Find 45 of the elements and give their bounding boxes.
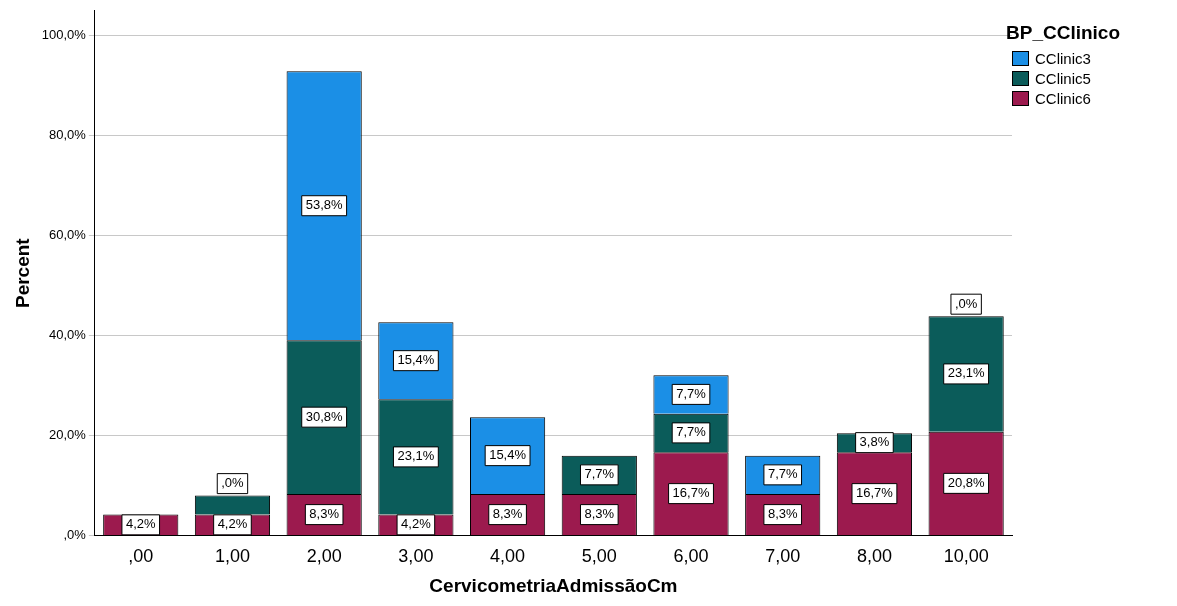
data-label: 8,3% <box>309 506 340 522</box>
data-label: 23,1% <box>947 365 986 381</box>
data-label: 7,7% <box>676 424 707 440</box>
data-label: ,0% <box>954 295 978 311</box>
x-tick-label: 4,00 <box>490 546 526 567</box>
y-tick-label: 40,0% <box>49 327 87 343</box>
x-tick-label: 7,00 <box>765 546 801 567</box>
y-axis-title: Percent <box>11 237 33 309</box>
data-label: 7,7% <box>767 466 798 482</box>
legend-label: CClinic3 <box>1035 49 1091 67</box>
x-tick-label: 5,00 <box>581 546 617 567</box>
legend-label: CClinic5 <box>1035 69 1091 87</box>
legend-title: BP_CClinico <box>1006 22 1121 44</box>
x-tick-label: 2,00 <box>306 546 342 567</box>
x-tick-label: 8,00 <box>856 546 892 567</box>
y-tick-label: 20,0% <box>49 427 87 443</box>
data-label: 8,3% <box>584 506 615 522</box>
data-label: 53,8% <box>305 197 344 213</box>
y-tick-label: ,0% <box>63 527 87 543</box>
data-label: 4,2% <box>217 516 248 532</box>
y-tick-label: 60,0% <box>49 227 87 243</box>
data-label: 4,2% <box>401 516 432 532</box>
data-label: 30,8% <box>305 408 344 424</box>
data-label: 4,2% <box>125 516 156 532</box>
x-tick-label: 6,00 <box>673 546 709 567</box>
data-label: 7,7% <box>584 466 615 482</box>
y-tick-label: 100,0% <box>41 27 87 43</box>
y-tick-label: 80,0% <box>49 127 87 143</box>
data-label: 3,8% <box>859 434 890 450</box>
x-tick-label: 3,00 <box>398 546 434 567</box>
x-axis-title: CervicometriaAdmissãoCm <box>429 574 678 596</box>
data-label: 20,8% <box>947 474 986 490</box>
data-label: 8,3% <box>767 506 798 522</box>
data-label: 16,7% <box>856 485 894 501</box>
data-label: 7,7% <box>676 385 707 401</box>
data-label: ,0% <box>221 475 245 491</box>
x-tick-label: 10,00 <box>943 546 989 567</box>
data-label: 15,4% <box>397 352 435 368</box>
data-label: 15,4% <box>489 447 527 463</box>
data-label: 23,1% <box>397 448 435 464</box>
x-tick-label: 1,00 <box>214 546 250 567</box>
data-label: 8,3% <box>492 506 523 522</box>
data-label: 16,7% <box>672 485 710 501</box>
legend-label: CClinic6 <box>1035 89 1091 107</box>
x-tick-label: ,00 <box>128 546 154 567</box>
